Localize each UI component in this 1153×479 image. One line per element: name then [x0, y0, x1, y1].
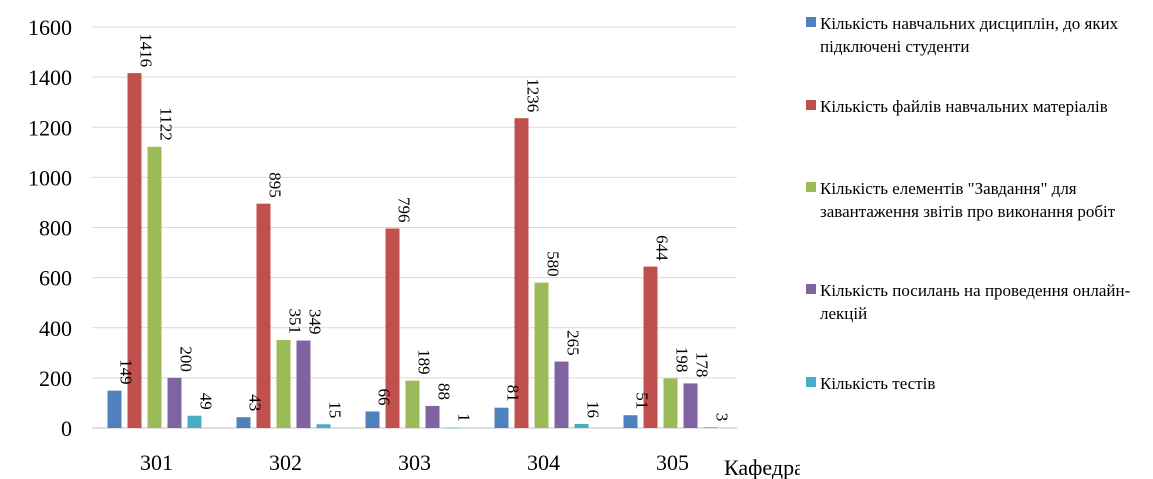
legend-swatch	[806, 182, 816, 192]
bar-data-label: 1	[455, 413, 474, 422]
legend-label: Кількість елементів "Завдання" для заван…	[820, 179, 1116, 221]
x-category-label: 301	[140, 450, 173, 475]
bar-data-label: 15	[326, 401, 345, 418]
x-category-label: 303	[398, 450, 431, 475]
bar	[296, 340, 311, 428]
legend-swatch	[806, 377, 816, 387]
bar-data-label: 1416	[137, 33, 156, 67]
bar	[574, 423, 589, 428]
bar	[276, 340, 291, 428]
bar-data-label: 200	[177, 346, 196, 372]
y-tick-label: 400	[39, 316, 72, 341]
bar	[147, 146, 162, 428]
bar	[683, 383, 698, 428]
bar	[405, 380, 420, 428]
legend-item: Кількість посилань на проведення онлайн-…	[806, 279, 1151, 325]
bar-data-label: 88	[435, 383, 454, 400]
y-tick-label: 800	[39, 216, 72, 241]
legend-label: Кількість файлів навчальних матеріалів	[820, 97, 1108, 116]
bar	[425, 405, 440, 428]
bar	[445, 427, 460, 429]
x-axis-category-labels: 301 302 303 304 305	[140, 450, 689, 475]
legend-label: Кількість навчальних дисциплін, до яких …	[820, 14, 1119, 56]
y-tick-label: 1600	[28, 15, 72, 40]
bar	[127, 73, 142, 429]
bar-data-label: 796	[395, 197, 414, 223]
bars	[107, 73, 718, 429]
legend-swatch	[806, 100, 816, 110]
bar-data-label: 189	[415, 349, 434, 375]
legend-swatch	[806, 284, 816, 294]
y-tick-label: 0	[61, 416, 72, 441]
y-tick-label: 200	[39, 366, 72, 391]
bar-data-label: 895	[266, 172, 285, 198]
bar	[554, 361, 569, 428]
bar-data-label: 51	[633, 392, 652, 409]
bar-data-label: 1122	[157, 107, 176, 140]
bar-data-label: 351	[286, 309, 305, 335]
x-category-label: 304	[527, 450, 560, 475]
legend-swatch	[806, 17, 816, 27]
bar-data-label: 49	[197, 393, 216, 410]
bar	[187, 415, 202, 428]
legend-item: Кількість навчальних дисциплін, до яких …	[806, 12, 1151, 58]
bar	[623, 415, 638, 428]
bar	[514, 118, 529, 428]
bar-data-label: 149	[117, 359, 136, 385]
bar	[256, 203, 271, 428]
bar-data-label: 1236	[524, 78, 543, 112]
legend-item: Кількість файлів навчальних матеріалів	[806, 95, 1151, 118]
bar-data-label: 580	[544, 251, 563, 277]
bar	[703, 427, 718, 428]
y-tick-label: 1400	[28, 65, 72, 90]
bar	[107, 390, 122, 428]
x-category-label: 302	[269, 450, 302, 475]
y-tick-label: 1000	[28, 165, 72, 190]
bar	[316, 424, 331, 428]
y-tick-label: 600	[39, 266, 72, 291]
x-category-label: 305	[656, 450, 689, 475]
bar-data-label: 66	[375, 388, 394, 405]
bar	[365, 411, 380, 428]
legend-item: Кількість елементів "Завдання" для заван…	[806, 177, 1151, 223]
bar	[643, 266, 658, 428]
legend-label: Кількість посилань на проведення онлайн-…	[820, 281, 1131, 323]
bar	[385, 228, 400, 428]
bar	[663, 378, 678, 428]
bar-data-label: 198	[673, 347, 692, 373]
bar-data-label: 178	[693, 352, 712, 378]
legend-item: Кількість тестів	[806, 372, 1151, 395]
bar-data-label: 16	[584, 401, 603, 418]
bar-data-label: 644	[653, 235, 672, 261]
y-tick-label: 1200	[28, 115, 72, 140]
bar-data-label: 43	[246, 394, 265, 411]
x-axis-title: Кафедра	[724, 455, 800, 479]
bar-data-label: 265	[564, 330, 583, 356]
bar	[167, 377, 182, 428]
y-axis-tick-labels: 0 200 400 600 800 1000 1200 1400 1600	[28, 15, 72, 441]
bar	[236, 417, 251, 428]
gridlines	[92, 26, 737, 429]
legend-label: Кількість тестів	[820, 374, 936, 393]
bar-data-label: 81	[504, 385, 523, 402]
bar	[534, 282, 549, 428]
bar-data-label: 349	[306, 309, 325, 335]
bar	[494, 407, 509, 428]
bar-data-label: 3	[713, 413, 732, 422]
